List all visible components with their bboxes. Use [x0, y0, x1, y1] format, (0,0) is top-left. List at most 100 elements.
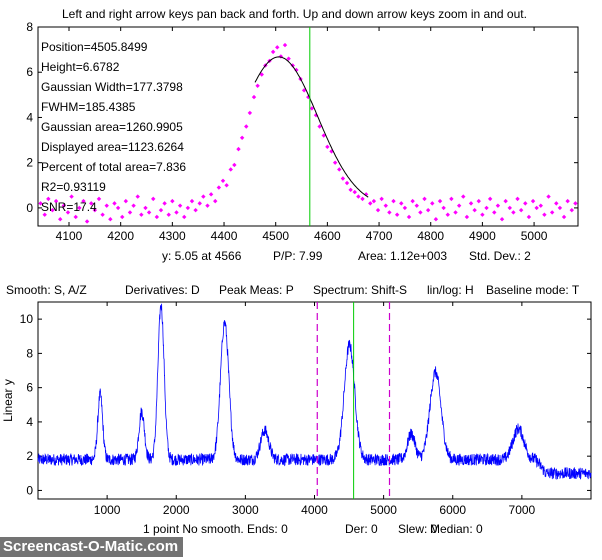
top-data-point	[177, 203, 183, 208]
top-data-point	[495, 203, 501, 208]
top-data-point	[224, 183, 229, 188]
top-annotation: Position=4505.8499	[41, 40, 148, 54]
top-data-point	[375, 207, 381, 213]
watermark-logo: Screencast-O-Matic.com	[0, 537, 184, 557]
top-data-point	[363, 192, 369, 197]
top-data-point	[73, 214, 78, 220]
top-data-point	[259, 72, 264, 77]
top-data-point	[185, 205, 191, 211]
top-data-point	[251, 94, 257, 100]
top-x-tick-label: 4600	[314, 229, 341, 243]
top-data-point	[414, 203, 419, 208]
top-annotation: FWHM=185.4385	[41, 100, 136, 114]
top-data-point	[437, 198, 443, 204]
top-data-point	[89, 201, 94, 206]
header-instruction: Left and right arrow keys pan back and f…	[62, 7, 527, 21]
top-x-tick-label: 5000	[521, 229, 548, 243]
top-y-tick-label: 8	[26, 20, 33, 34]
top-data-point	[332, 160, 338, 165]
top-data-point	[162, 201, 167, 206]
top-data-point	[294, 67, 299, 73]
top-data-point	[406, 214, 412, 220]
top-data-point	[321, 133, 326, 138]
top-plot-frame	[37, 26, 579, 227]
top-x-tick-label: 4400	[211, 229, 238, 243]
top-data-point	[53, 198, 59, 204]
help-spectrum: Spectrum: Shift-S	[313, 283, 408, 297]
top-data-point	[546, 194, 551, 199]
top-data-point	[228, 167, 233, 172]
top-data-point	[151, 196, 156, 202]
help-derivatives: Derivatives: D	[125, 283, 200, 297]
help-smooth: Smooth: S, A/Z	[6, 283, 87, 297]
top-data-point	[554, 201, 559, 206]
top-data-point	[561, 214, 567, 220]
top-data-point	[42, 212, 47, 217]
top-data-point	[232, 162, 237, 168]
top-data-point	[270, 49, 276, 55]
top-x-tick-label: 4100	[56, 229, 83, 243]
top-data-point	[329, 149, 334, 154]
top-data-point	[182, 214, 187, 220]
top-data-point	[174, 210, 179, 215]
top-data-point	[216, 185, 222, 190]
top-data-point	[433, 217, 439, 222]
top-data-point	[569, 207, 574, 213]
top-data-point	[487, 196, 493, 202]
footer-slew: Slew: 0	[398, 522, 438, 536]
top-data-point	[81, 198, 86, 204]
top-data-point	[38, 201, 43, 206]
status-area: Area: 1.12e+003	[358, 249, 448, 263]
top-data-point	[360, 196, 365, 202]
top-data-point	[476, 198, 481, 204]
top-gaussian-fit-line	[254, 56, 369, 198]
top-data-point	[468, 201, 474, 206]
top-data-point	[394, 212, 400, 217]
top-data-point	[356, 194, 361, 199]
top-data-point	[104, 203, 109, 208]
top-data-point	[371, 198, 377, 204]
top-data-point	[58, 217, 63, 222]
top-data-point	[348, 187, 353, 193]
help-baseline: Baseline mode: T	[486, 283, 580, 297]
top-x-tick-label: 4800	[417, 229, 444, 243]
top-data-point	[445, 212, 450, 217]
top-data-point	[503, 198, 508, 204]
top-data-point	[399, 201, 404, 206]
top-data-point	[325, 144, 330, 150]
top-data-point	[410, 198, 415, 204]
footer-der: Der: 0	[345, 522, 378, 536]
top-data-point	[549, 210, 555, 215]
top-data-point	[158, 207, 164, 213]
top-y-tick-label: 6	[26, 65, 33, 79]
top-y-tick-label: 4	[26, 110, 33, 124]
top-data-point	[511, 210, 516, 215]
top-data-point	[208, 192, 214, 197]
top-data-point	[50, 207, 55, 213]
top-data-point	[205, 203, 210, 208]
top-data-point	[418, 210, 423, 215]
top-data-point	[69, 194, 74, 199]
top-data-point	[170, 198, 175, 204]
top-data-point	[523, 201, 528, 206]
top-data-point	[146, 210, 152, 215]
top-data-point	[379, 196, 384, 202]
top-data-point	[449, 196, 454, 202]
top-data-point	[461, 194, 466, 199]
top-data-point	[127, 210, 133, 215]
top-data-point	[309, 106, 315, 111]
footer-smoothing: 1 point No smooth. Ends: 0	[143, 522, 288, 536]
top-data-point	[46, 196, 51, 202]
top-data-point	[139, 212, 144, 217]
top-data-point	[317, 124, 322, 129]
top-data-point	[464, 214, 470, 220]
top-annotation: R2=0.93119	[41, 180, 106, 194]
top-data-point	[425, 207, 431, 213]
top-data-point	[92, 207, 98, 213]
top-data-point	[100, 212, 105, 217]
top-data-point	[492, 210, 497, 215]
top-data-point	[61, 203, 67, 208]
top-data-point	[565, 198, 570, 204]
top-annotation: Height=6.6782	[41, 60, 120, 74]
